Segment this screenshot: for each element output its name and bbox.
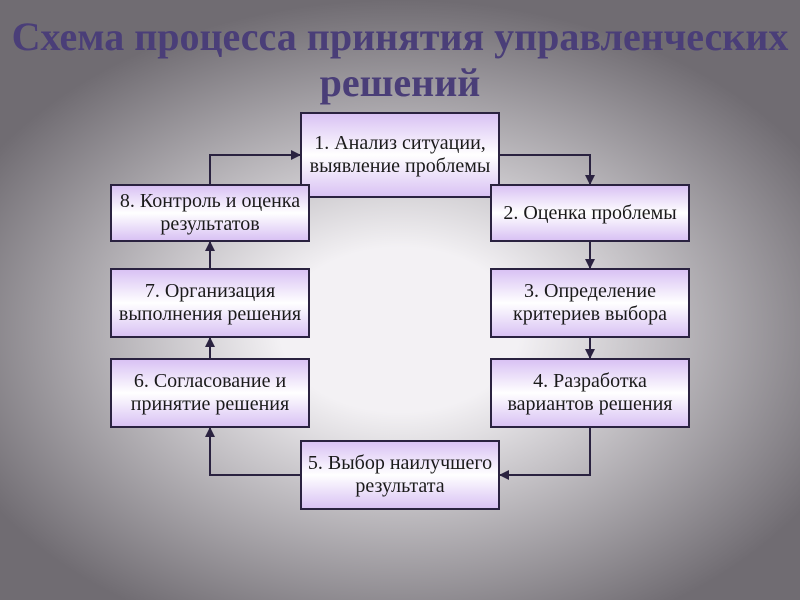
diagram-title-text: Схема процесса принятия управленческих р… xyxy=(12,14,789,105)
flow-node-n6: 6. Согласование и принятие решения xyxy=(110,358,310,428)
flow-node-label: 3. Определение критериев выбора xyxy=(496,280,684,326)
flow-node-n1: 1. Анализ ситуации, выявление проблемы xyxy=(300,112,500,198)
flow-node-label: 4. Разработка вариантов решения xyxy=(496,370,684,416)
flow-node-n5: 5. Выбор наилучшего результата xyxy=(300,440,500,510)
flow-node-label: 6. Согласование и принятие решения xyxy=(116,370,304,416)
flow-node-label: 7. Организация выполнения решения xyxy=(116,280,304,326)
diagram-stage: Схема процесса принятия управленческих р… xyxy=(0,0,800,600)
flow-node-label: 8. Контроль и оценка результатов xyxy=(116,190,304,236)
flow-node-label: 5. Выбор наилучшего результата xyxy=(306,452,494,498)
flow-node-n7: 7. Организация выполнения решения xyxy=(110,268,310,338)
flow-node-label: 1. Анализ ситуации, выявление проблемы xyxy=(306,132,494,178)
flow-node-n8: 8. Контроль и оценка результатов xyxy=(110,184,310,242)
flow-node-label: 2. Оценка проблемы xyxy=(496,202,684,225)
flow-node-n4: 4. Разработка вариантов решения xyxy=(490,358,690,428)
diagram-title: Схема процесса принятия управленческих р… xyxy=(0,14,800,106)
flow-node-n2: 2. Оценка проблемы xyxy=(490,184,690,242)
flow-node-n3: 3. Определение критериев выбора xyxy=(490,268,690,338)
